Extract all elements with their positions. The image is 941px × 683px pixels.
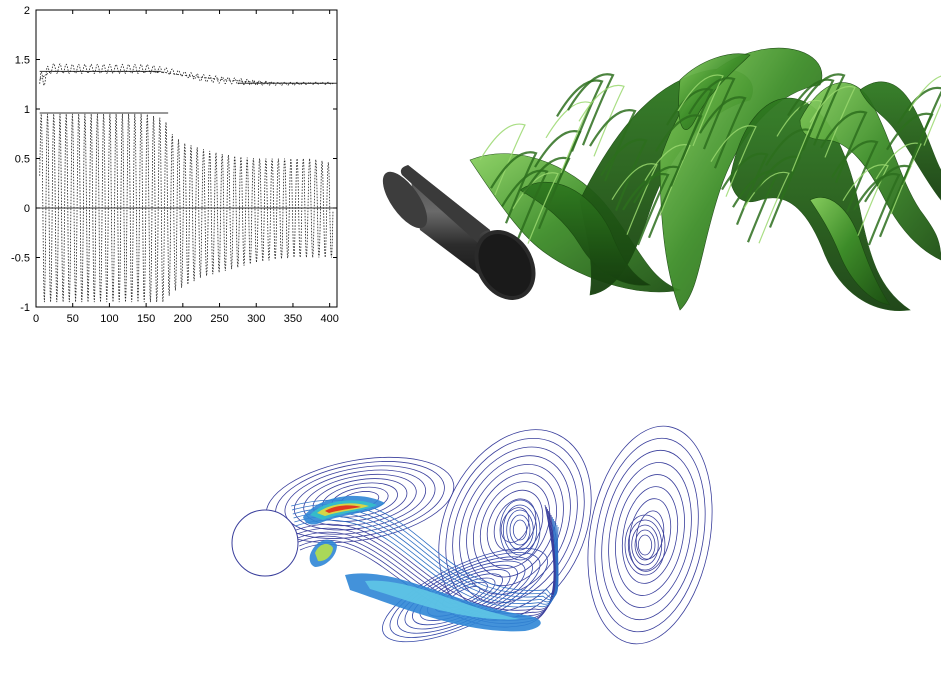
contour-line bbox=[506, 509, 534, 551]
vortex-streak bbox=[688, 76, 736, 150]
contour-line bbox=[493, 498, 537, 552]
x-tick-label: 300 bbox=[247, 313, 265, 325]
vortex-streak bbox=[732, 170, 780, 243]
vorticity-core bbox=[315, 543, 333, 562]
contour-lines bbox=[265, 425, 713, 645]
x-tick-label: 150 bbox=[137, 313, 155, 325]
vortex-streak bbox=[556, 79, 604, 152]
x-tick-label: 250 bbox=[210, 313, 228, 325]
vortex-streak bbox=[842, 164, 889, 236]
contour-line bbox=[627, 519, 663, 571]
signal-mean-1 bbox=[39, 71, 334, 84]
y-tick-label: -0.5 bbox=[11, 253, 30, 265]
vortex-streak bbox=[490, 151, 538, 224]
vortex-streak bbox=[699, 96, 747, 169]
vortex-sheet bbox=[519, 181, 652, 286]
contour-line bbox=[631, 524, 659, 566]
force-history-plot: 0 50 100 150 200 250 300 350 400 -1 -0.5 0 0.5 1 1.5 2 bbox=[0, 0, 345, 335]
contour-line bbox=[486, 489, 544, 561]
vortex-streak bbox=[721, 152, 769, 226]
x-tick-label: 350 bbox=[284, 313, 302, 325]
vorticity-core bbox=[365, 580, 520, 620]
vortex-sheet bbox=[859, 81, 941, 201]
vortex-isosurface-image bbox=[380, 40, 941, 340]
x-tick-label: 400 bbox=[320, 313, 338, 325]
vortex-streak bbox=[809, 85, 856, 158]
contour-line bbox=[615, 474, 685, 596]
vortex-streak bbox=[853, 172, 901, 246]
contour-line bbox=[284, 465, 436, 535]
vorticity-contour-image bbox=[225, 395, 725, 678]
contour-line bbox=[608, 462, 692, 608]
contour-line bbox=[587, 425, 713, 645]
contour-line bbox=[621, 486, 679, 584]
vortex-streak bbox=[710, 125, 757, 197]
vortex-streak bbox=[787, 78, 835, 152]
y-tick-label: 1 bbox=[24, 104, 30, 116]
x-tick-label: 100 bbox=[100, 313, 118, 325]
contour-line bbox=[479, 481, 551, 569]
contour-line bbox=[512, 519, 528, 541]
contour-line bbox=[303, 473, 417, 527]
contour-line bbox=[594, 437, 706, 633]
vortex-streak bbox=[831, 140, 879, 213]
cylinder-shape bbox=[382, 165, 536, 300]
contour-line bbox=[628, 498, 672, 572]
contour-line bbox=[466, 463, 564, 587]
vortex-streak bbox=[798, 73, 846, 146]
contour-line bbox=[459, 455, 571, 595]
vortex-streak bbox=[567, 73, 615, 146]
signal-series-1 bbox=[39, 63, 334, 86]
vortex-sheet bbox=[809, 197, 891, 306]
vortex-streak bbox=[820, 110, 868, 184]
vortex-streak bbox=[622, 172, 670, 246]
contour-line bbox=[502, 504, 538, 556]
y-tick-label: -1 bbox=[20, 302, 30, 314]
contour-line bbox=[601, 449, 699, 621]
contour-line bbox=[637, 534, 653, 556]
vortex-streak bbox=[776, 99, 823, 172]
plot-ticks-layer: 0 50 100 150 200 250 300 350 400 -1 -0.5 0 0.5 1 1.5 2 bbox=[11, 5, 339, 325]
vortex-streak bbox=[666, 87, 714, 161]
signal-series-2 bbox=[39, 113, 334, 303]
contour-line bbox=[473, 472, 557, 578]
cylinder-cross-section bbox=[231, 509, 299, 577]
contour-core bbox=[303, 495, 541, 632]
vortex-streak bbox=[875, 142, 922, 215]
x-tick-label: 200 bbox=[174, 313, 192, 325]
y-tick-label: 1.5 bbox=[15, 55, 30, 67]
vorticity-core bbox=[325, 505, 361, 513]
vortex-streak bbox=[611, 163, 658, 235]
plot-svg: 0 50 100 150 200 250 300 350 400 -1 -0.5 0 0.5 1 1.5 2 bbox=[11, 5, 339, 325]
contour-svg bbox=[231, 425, 713, 645]
x-tick-label: 0 bbox=[33, 313, 39, 325]
vortex-streak bbox=[897, 86, 941, 160]
x-tick-label: 50 bbox=[67, 313, 79, 325]
y-tick-label: 2 bbox=[24, 5, 30, 17]
y-tick-label: 0.5 bbox=[15, 154, 30, 166]
vortex-streak bbox=[677, 74, 724, 147]
plot-data-layer bbox=[36, 63, 337, 303]
contour-line bbox=[452, 446, 578, 604]
vortex-streak bbox=[908, 75, 941, 146]
contour-line bbox=[499, 499, 541, 561]
contour-line bbox=[509, 514, 531, 546]
contour-line bbox=[624, 514, 666, 576]
vortex-sheet bbox=[678, 53, 751, 130]
vortex-streak bbox=[644, 144, 691, 216]
y-tick-label: 0 bbox=[24, 203, 30, 215]
vortex-streak bbox=[754, 155, 802, 228]
isosurface-svg bbox=[382, 47, 941, 311]
vortex-sheets bbox=[469, 47, 941, 311]
vortex-streak bbox=[600, 138, 648, 211]
contour-line bbox=[634, 529, 656, 561]
vortex-streak bbox=[589, 108, 637, 182]
vortex-streak bbox=[501, 169, 549, 243]
vortex-streak bbox=[578, 84, 625, 157]
vortex-streak bbox=[479, 123, 526, 196]
contour-line bbox=[635, 510, 665, 560]
